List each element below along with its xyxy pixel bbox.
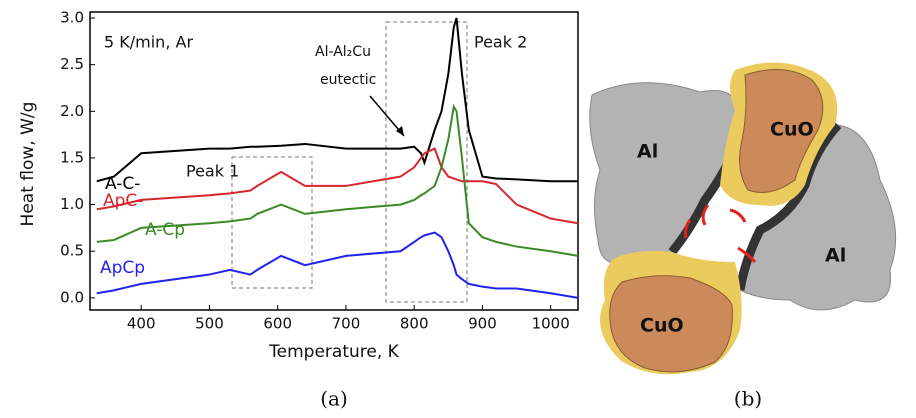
annotation: Peak 1 (186, 162, 239, 181)
series-label: A-C- (105, 174, 140, 194)
annotation: 5 K/min, Ar (104, 33, 193, 52)
x-tick-label: 600 (263, 315, 292, 333)
y-tick-label: 2.5 (60, 55, 84, 73)
diagram-label: CuO (640, 315, 684, 337)
plot-frame (89, 11, 579, 311)
diagram-label: O₂ (710, 230, 728, 246)
annotation: Al-Al₂Cu (315, 44, 371, 60)
series-line (96, 231, 579, 299)
series-line (96, 147, 579, 225)
diagram-label: Al (825, 245, 846, 267)
series-label: ApC- (103, 191, 143, 211)
diagram (589, 62, 897, 375)
caption: (b) (734, 387, 762, 411)
x-tick-label: 900 (468, 315, 497, 333)
y-tick-label: 0.0 (60, 288, 84, 306)
x-axis-label: Temperature, K (268, 342, 399, 362)
o2-arrows (684, 204, 757, 263)
diagram-label: CuO (770, 119, 814, 141)
oxide-shell (735, 121, 842, 291)
caption: (a) (320, 387, 348, 411)
x-tick-label: 800 (400, 315, 429, 333)
series-line (96, 103, 579, 257)
y-tick-label: 1.0 (60, 195, 84, 213)
diagram-label: Al (637, 141, 658, 163)
y-tick-label: 0.5 (60, 242, 84, 260)
annotation: eutectic (320, 72, 376, 88)
x-tick-label: 400 (127, 315, 156, 333)
y-axis-label: Heat flow, W/g (18, 102, 38, 227)
cuo-particle (609, 275, 733, 373)
x-tick-label: 1000 (532, 315, 570, 333)
y-tick-label: 2.0 (60, 102, 84, 120)
series-label: ApCp (100, 258, 145, 278)
arrow-head (396, 126, 404, 136)
series-line (96, 17, 578, 183)
cuo-particle (739, 69, 824, 193)
peak-box (385, 21, 468, 303)
x-tick-label: 500 (195, 315, 224, 333)
series-label: A-Cp (145, 220, 185, 240)
x-tick-label: 700 (332, 315, 361, 333)
y-tick-label: 3.0 (60, 9, 84, 27)
annotation: Peak 2 (474, 33, 527, 52)
y-tick-label: 1.5 (60, 148, 84, 166)
